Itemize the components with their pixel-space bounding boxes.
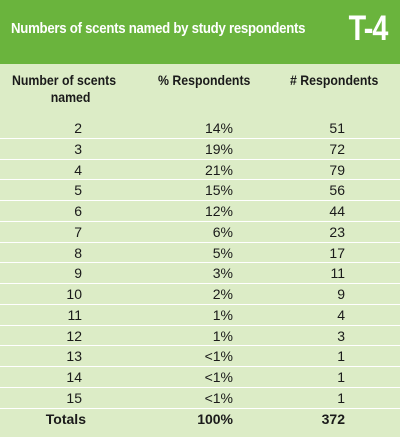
cell-scents: 14 (66, 369, 82, 385)
cell-count: 4 (337, 306, 345, 323)
table-row: 15 <1% 1 (0, 388, 400, 409)
cell-percent: 15% (204, 182, 233, 199)
cell-scents: 2 (74, 120, 82, 136)
table-row: 10 2% 9 (0, 284, 400, 305)
cell-count: 23 (329, 223, 345, 240)
totals-row: Totals 100% 372 (0, 409, 400, 431)
cell-count: 51 (329, 120, 345, 136)
cell-scents: 10 (66, 286, 82, 302)
cell-percent: 1% (212, 306, 233, 323)
column-header-scents-line2: named (50, 89, 91, 105)
cell-scents: 11 (67, 306, 82, 323)
totals-label: Totals (45, 410, 86, 427)
cell-count: 1 (337, 369, 345, 385)
cell-scents: 9 (74, 265, 82, 282)
table-title: Numbers of scents named by study respond… (11, 20, 306, 37)
cell-count: 11 (330, 265, 345, 282)
cell-scents: 4 (74, 161, 82, 178)
table-row: 2 14% 51 (0, 118, 400, 139)
cell-percent: 14% (204, 120, 233, 136)
cell-percent: 2% (212, 286, 233, 302)
table-row: 12 1% 3 (0, 326, 400, 347)
cell-scents: 7 (74, 223, 82, 240)
cell-scents: 12 (66, 327, 82, 344)
cell-count: 17 (329, 244, 345, 261)
cell-scents: 3 (74, 140, 82, 157)
totals-count: 372 (321, 410, 345, 427)
cell-count: 1 (337, 389, 345, 406)
table-row: 11 1% 4 (0, 305, 400, 326)
table-code: T-4 (348, 9, 389, 48)
table-row: 6 12% 44 (0, 201, 400, 222)
cell-percent: 12% (204, 203, 233, 219)
table-row: 9 3% 11 (0, 263, 400, 284)
table-row: 14 <1% 1 (0, 367, 400, 388)
cell-count: 3 (337, 327, 345, 344)
column-header-scents: Number of scents named (12, 72, 118, 106)
cell-count: 79 (329, 161, 345, 178)
table-row: 8 5% 17 (0, 243, 400, 264)
column-header-scents-line1: Number of scents (12, 72, 117, 88)
cell-percent: 5% (212, 244, 233, 261)
table-row: 13 <1% 1 (0, 346, 400, 367)
table-row: 3 19% 72 (0, 139, 400, 160)
table-row: 7 6% 23 (0, 222, 400, 243)
cell-count: 1 (337, 348, 345, 365)
cell-count: 44 (329, 203, 345, 219)
cell-percent: 3% (212, 265, 233, 282)
cell-percent: <1% (204, 369, 233, 385)
cell-scents: 8 (74, 244, 82, 261)
cell-count: 72 (329, 140, 345, 157)
cell-percent: <1% (204, 389, 233, 406)
cell-percent: 19% (204, 140, 233, 157)
column-header-count: # Respondents (290, 72, 379, 88)
cell-scents: 15 (66, 389, 82, 406)
cell-count: 56 (329, 182, 345, 199)
table-row: 4 21% 79 (0, 160, 400, 181)
table-header-bar: Numbers of scents named by study respond… (0, 0, 400, 64)
cell-count: 9 (337, 286, 345, 302)
cell-scents: 13 (66, 348, 82, 365)
column-header-percent: % Respondents (158, 72, 251, 88)
table-row: 5 15% 56 (0, 180, 400, 201)
cell-scents: 6 (74, 203, 82, 219)
table-body: 2 14% 51 3 19% 72 4 21% 79 5 15% 56 6 12… (0, 118, 400, 431)
cell-scents: 5 (74, 182, 82, 199)
cell-percent: <1% (204, 348, 233, 365)
cell-percent: 21% (204, 161, 233, 178)
cell-percent: 1% (212, 327, 233, 344)
column-headers: Number of scents named % Respondents # R… (0, 72, 400, 112)
totals-percent: 100% (197, 410, 233, 427)
cell-percent: 6% (212, 223, 233, 240)
